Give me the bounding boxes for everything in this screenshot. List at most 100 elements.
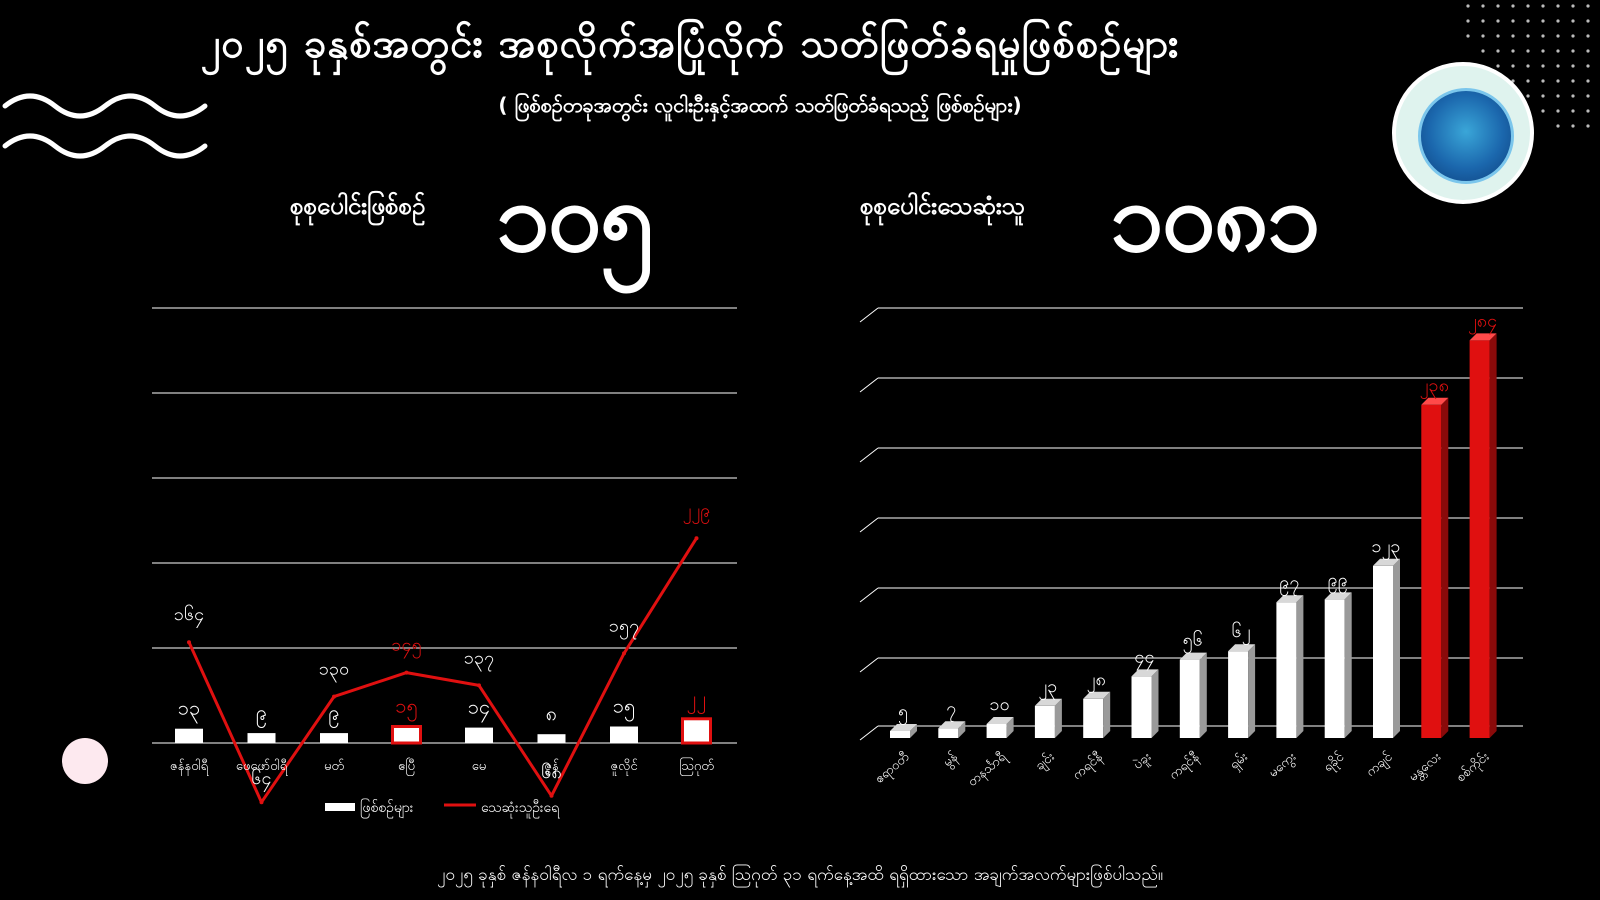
region-bar: [1373, 565, 1393, 738]
region-data-label: ၉၇: [1279, 572, 1299, 596]
incident-data-label: ၁၅: [613, 694, 636, 722]
ministry-logo-icon: [1392, 62, 1534, 204]
region-bar-top: [1421, 397, 1449, 405]
grid-dot: [1466, 4, 1470, 8]
total-deaths-label: စုစုပေါင်းသေဆုံးသူ: [860, 192, 1026, 220]
grid-dot: [1556, 49, 1560, 53]
total-deaths-value: ၁၀၈၁: [1110, 164, 1321, 271]
month-tick-label: ဩဂုတ်: [679, 757, 714, 776]
grid-dot: [1586, 79, 1590, 83]
incident-bar: [537, 734, 566, 743]
grid-dot: [1571, 109, 1575, 113]
legend-bar-swatch: [325, 803, 355, 811]
grid-dot: [1571, 79, 1575, 83]
grid-dot: [1571, 64, 1575, 68]
deaths-point: [332, 694, 336, 699]
region-data-label: ၉၉: [1328, 569, 1348, 593]
grid-dot: [1526, 19, 1530, 23]
incident-data-label: ၈: [546, 701, 557, 725]
grid-dot: [1496, 64, 1500, 68]
grid-dot: [1541, 94, 1545, 98]
legend-bar-label: ဖြစ်စဉ်များ: [360, 799, 414, 818]
incident-data-label: ၉: [328, 700, 339, 728]
region-bar-top: [1228, 644, 1256, 652]
region-bar: [938, 728, 959, 738]
region-bar: [1179, 659, 1200, 738]
region-tick-label: ရခိုင်: [1320, 748, 1349, 776]
month-tick-label: မေ: [472, 759, 487, 774]
monthly-chart: ၁၆၄၆၄၁၃၀၁၄၅၁၃၇၆၈၁၅၇၂၂၉၁၃ဇန်နဝါရီ၉ဖေဖော်ဝ…: [152, 307, 737, 818]
grid-dot: [1511, 19, 1515, 23]
month-tick-label: ဇူလိုင်: [610, 758, 638, 776]
region-tick-label: တနင်္သာရီ: [965, 748, 1011, 791]
region-data-label: ၁၂၃: [1371, 536, 1400, 560]
region-bar-side: [1199, 652, 1207, 738]
deaths-point: [404, 670, 409, 675]
region-data-label: ၂၈: [1087, 669, 1106, 693]
deaths-point: [477, 683, 481, 688]
grid-dot: [1541, 109, 1545, 113]
region-tick-label: စစ်ကိုင်း: [1453, 749, 1494, 787]
deaths-data-label: ၁၃၀: [319, 659, 349, 683]
grid-dot: [1541, 19, 1545, 23]
incident-data-label: ၁၃: [178, 696, 201, 724]
incident-data-label: ၉: [256, 700, 267, 728]
region-bar-top: [938, 721, 966, 729]
deaths-data-label: ၁၆၄: [174, 604, 204, 628]
deaths-point: [187, 640, 191, 645]
region-tick-label: ရှမ်း: [1226, 749, 1252, 774]
region-bar-side: [958, 721, 966, 738]
month-tick-label: ဇန်နဝါရီ: [170, 758, 209, 776]
incident-data-label: ၁၅: [395, 694, 418, 722]
grid-dot: [1556, 19, 1560, 23]
grid-dot: [1556, 124, 1560, 128]
region-data-label: ၄၄: [1134, 646, 1154, 670]
region-bar-side: [910, 724, 917, 738]
region-bar: [1083, 698, 1104, 738]
grid-dot: [1571, 49, 1575, 53]
region-data-label: ၅: [898, 701, 908, 725]
grid-dot: [1586, 49, 1590, 53]
region-bar-top: [1131, 669, 1159, 677]
grid-dot: [1466, 34, 1470, 38]
grid-dot: [1556, 34, 1560, 38]
region-bar-side: [1248, 644, 1256, 738]
deaths-data-label: ၂၂၉: [683, 500, 711, 524]
grid-dot: [1586, 94, 1590, 98]
month-tick-label: ဖေဖော်ဝါရီ: [236, 758, 288, 776]
region-bar: [1131, 676, 1152, 738]
region-bar-top: [986, 717, 1014, 724]
grid-dot: [1541, 34, 1545, 38]
region-bar: [1034, 705, 1055, 738]
region-data-label: ၇: [946, 698, 956, 722]
grid-dot: [1586, 34, 1590, 38]
incident-bar: [391, 725, 422, 745]
region-bar-side: [1344, 592, 1352, 738]
region-bar: [890, 731, 910, 738]
deaths-point: [622, 651, 626, 656]
decorative-dot: [62, 738, 108, 784]
region-bar-top: [890, 724, 917, 731]
page-title: ၂၀၂၅ ခုနှစ်အတွင်း အစုလိုက်အပြုံလိုက် သတ်…: [200, 21, 1180, 67]
deaths-point: [549, 793, 554, 798]
gridline-depth: [859, 377, 879, 393]
region-tick-label: မကွေး: [1266, 750, 1300, 783]
deaths-data-label: ၁၃၇: [464, 647, 494, 671]
grid-dot: [1556, 94, 1560, 98]
grid-dot: [1526, 4, 1530, 8]
region-bar-top: [1179, 652, 1207, 660]
grid-dot: [1541, 4, 1545, 8]
region-data-label: ၂၃: [1038, 676, 1057, 700]
grid-dot: [1526, 79, 1530, 83]
region-data-label: ၂၈၄: [1468, 310, 1497, 334]
region-data-label: ၅၆: [1183, 630, 1203, 654]
incident-bar: [320, 733, 348, 743]
page-subtitle: ( ဖြစ်စဉ်တခုအတွင်း လူငါးဦးနှင့်အထက် သတ်ဖ…: [498, 93, 1022, 117]
grid-dot: [1526, 94, 1530, 98]
grid-dot: [1496, 19, 1500, 23]
grid-dot: [1571, 19, 1575, 23]
deaths-data-label: ၆၈: [541, 762, 561, 783]
grid-dot: [1541, 49, 1545, 53]
grid-dot: [1496, 34, 1500, 38]
region-bar: [1469, 340, 1490, 738]
